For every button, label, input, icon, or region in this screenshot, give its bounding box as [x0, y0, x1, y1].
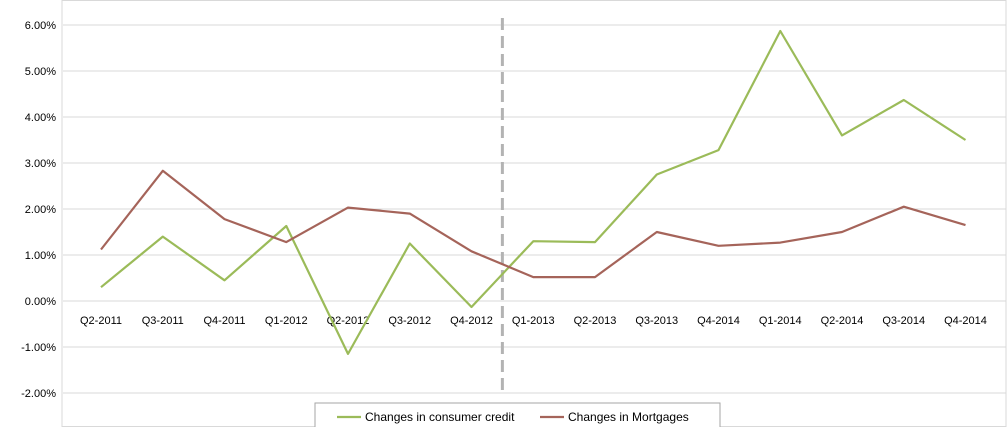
y-tick-label: 1.00% — [25, 250, 56, 262]
series-line-1 — [100, 169, 966, 279]
y-tick-label: 4.00% — [25, 112, 56, 124]
y-tick-label: 2.00% — [25, 204, 56, 216]
y-tick-label: -1.00% — [21, 342, 56, 354]
legend-label-1: Changes in Mortgages — [568, 410, 689, 424]
x-tick-label: Q4-2014 — [697, 315, 740, 327]
y-tick-label: 3.00% — [25, 158, 56, 170]
y-axis-ticks: 6.00% 5.00% 4.00% 3.00% 2.00% 1.00% 0.00% -1.00… — [21, 20, 56, 400]
x-tick-label: Q3-2014 — [882, 315, 925, 327]
x-axis-ticks: Q2-2011 Q3-2011 Q4-2011 Q1-2012 Q2-2012 Q3-20… — [80, 315, 987, 327]
x-tick-label: Q3-2013 — [635, 315, 678, 327]
y-tick-label: 6.00% — [25, 20, 56, 32]
legend-label-0: Changes in consumer credit — [365, 410, 515, 424]
x-tick-label: Q2-2012 — [327, 315, 370, 327]
y-tick-label: 5.00% — [25, 66, 56, 78]
x-tick-label: Q1-2012 — [265, 315, 308, 327]
y-tick-label: -2.00% — [21, 388, 56, 400]
x-tick-label: Q4-2014 — [944, 315, 987, 327]
x-tick-label: Q1-2013 — [512, 315, 555, 327]
grid-lines — [63, 24, 1006, 394]
series-line-0 — [100, 29, 967, 355]
y-tick-label: 0.00% — [25, 296, 56, 308]
x-tick-label: Q1-2014 — [759, 315, 802, 327]
x-tick-label: Q2-2014 — [821, 315, 864, 327]
x-tick-label: Q2-2011 — [80, 315, 122, 327]
series-lines — [100, 29, 967, 355]
x-tick-label: Q2-2013 — [574, 315, 617, 327]
legend-box — [314, 402, 721, 427]
x-tick-label: Q4-2012 — [450, 315, 493, 327]
plot-border — [61, 0, 1007, 427]
x-tick-label: Q3-2011 — [142, 315, 184, 327]
x-tick-label: Q3-2012 — [388, 315, 431, 327]
x-tick-label: Q4-2011 — [204, 315, 246, 327]
legend: Changes in consumer credit Changes in Mor… — [314, 402, 721, 427]
